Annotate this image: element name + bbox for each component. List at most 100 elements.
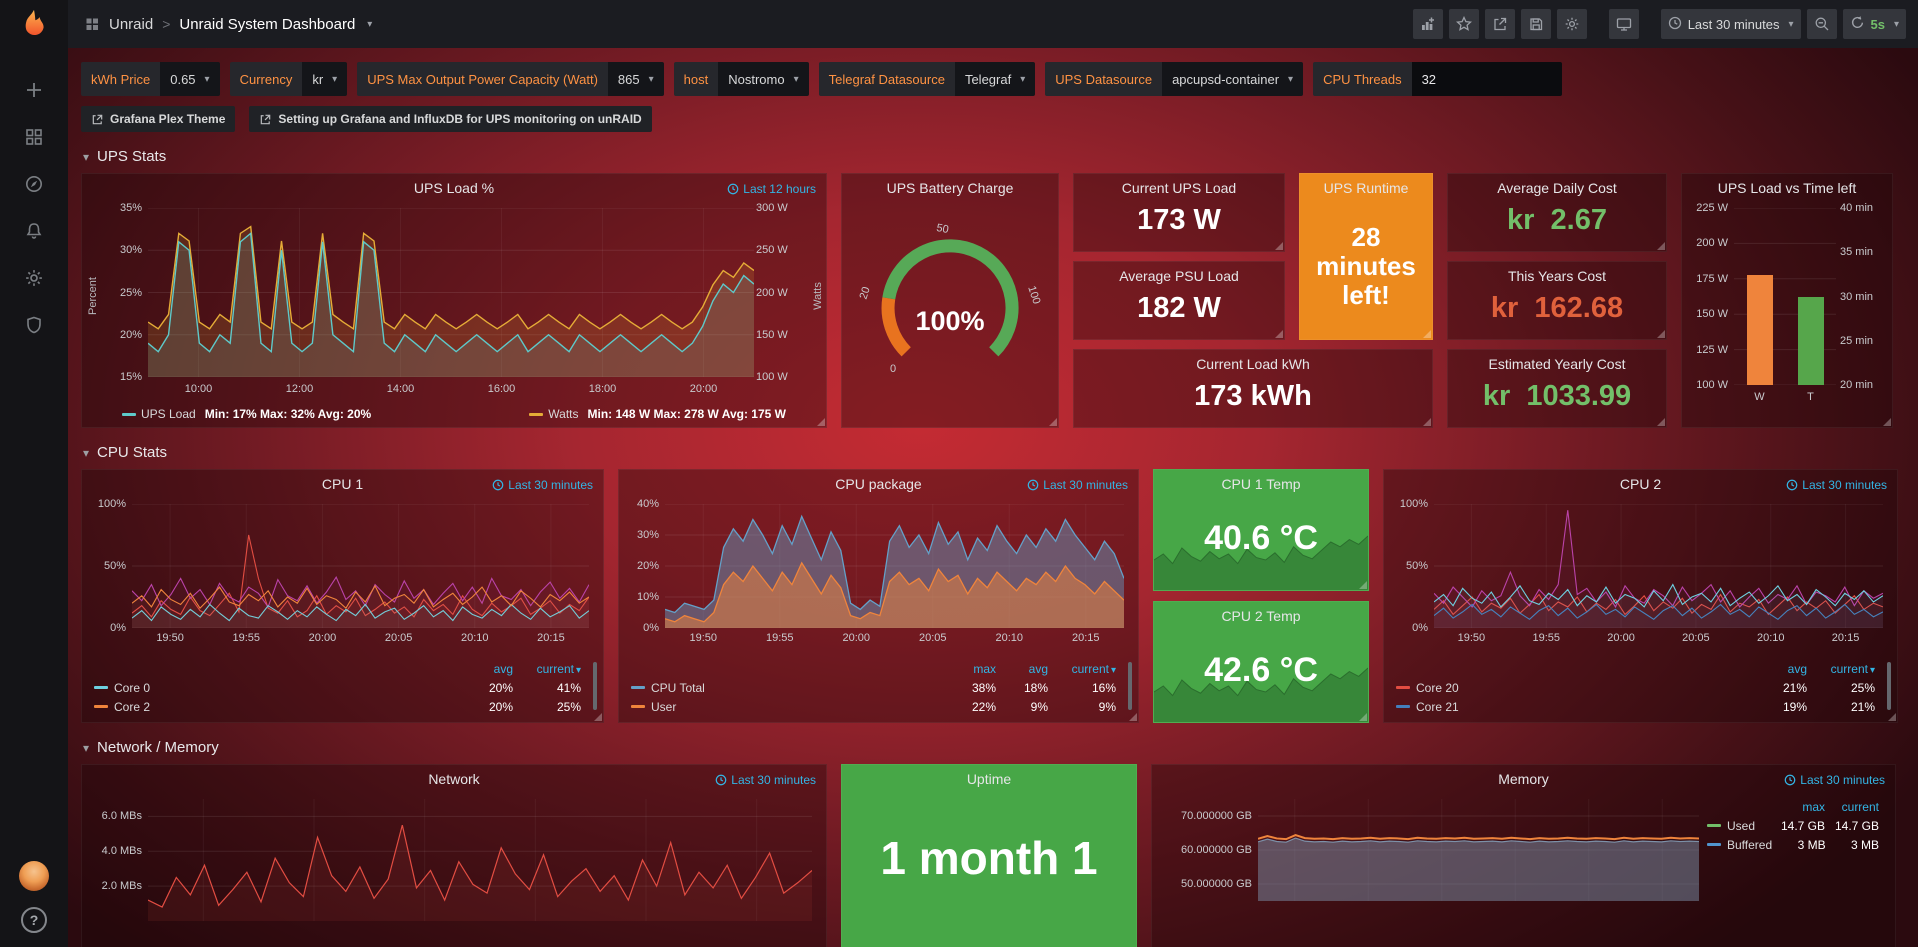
- variable-ups-max-output[interactable]: UPS Max Output Power Capacity (Watt) 865…: [357, 62, 664, 96]
- panel-title[interactable]: CPU 2: [1619, 476, 1662, 492]
- time-series-chart[interactable]: [132, 504, 589, 628]
- panel-resize-handle[interactable]: [1657, 242, 1665, 250]
- panel-title[interactable]: CPU package: [835, 476, 922, 492]
- variable-kwh-price[interactable]: kWh Price 0.65 ▾: [81, 62, 220, 96]
- legend-scrollbar[interactable]: [1887, 662, 1891, 710]
- panel-resize-handle[interactable]: [1888, 713, 1896, 721]
- time-series-chart[interactable]: [148, 799, 812, 921]
- breadcrumb-folder[interactable]: Unraid: [109, 15, 154, 33]
- panel-title[interactable]: UPS Load vs Time left: [1717, 180, 1857, 196]
- legend-header[interactable]: current: [1841, 799, 1879, 814]
- legend-series[interactable]: Core 20: [1416, 680, 1459, 695]
- panel-title[interactable]: CPU 1 Temp: [1221, 476, 1301, 492]
- variable-value-dropdown[interactable]: apcupsd-container ▾: [1162, 62, 1304, 96]
- time-series-chart[interactable]: [1434, 504, 1883, 628]
- legend-header[interactable]: avg: [1787, 661, 1807, 676]
- panel-resize-handle[interactable]: [1359, 581, 1367, 589]
- panel-title[interactable]: Estimated Yearly Cost: [1488, 356, 1626, 372]
- legend-series[interactable]: User: [651, 699, 677, 714]
- panel-title[interactable]: UPS Battery Charge: [886, 180, 1014, 196]
- panel-title[interactable]: This Years Cost: [1507, 268, 1607, 284]
- sidebar-item-explore[interactable]: [24, 174, 44, 194]
- bar-watts[interactable]: [1746, 274, 1773, 385]
- section-header-ups-stats[interactable]: ▾ UPS Stats: [83, 148, 1905, 165]
- legend-series[interactable]: Used: [1727, 818, 1756, 833]
- legend-series[interactable]: CPU Total: [651, 680, 705, 695]
- panel-title[interactable]: CPU 2 Temp: [1221, 608, 1301, 624]
- sidebar-item-configuration[interactable]: [24, 268, 44, 288]
- time-range-picker[interactable]: Last 30 minutes ▾: [1660, 9, 1801, 39]
- panel-title[interactable]: Network: [428, 771, 480, 787]
- share-button[interactable]: [1484, 9, 1515, 39]
- legend-series[interactable]: Watts: [548, 407, 579, 421]
- variable-telegraf-datasource[interactable]: Telegraf Datasource Telegraf ▾: [818, 62, 1036, 96]
- legend-header[interactable]: max: [973, 661, 996, 676]
- panel-title[interactable]: CPU 1: [321, 476, 364, 492]
- dashboard-link-ups-guide[interactable]: Setting up Grafana and InfluxDB for UPS …: [249, 106, 652, 132]
- panel-resize-handle[interactable]: [1049, 418, 1057, 426]
- cycle-view-button[interactable]: [1608, 9, 1639, 39]
- legend-series[interactable]: Core 0: [114, 680, 151, 695]
- variable-value-dropdown[interactable]: 0.65 ▾: [160, 62, 220, 96]
- legend-scrollbar[interactable]: [593, 662, 597, 710]
- sidebar-item-alerting[interactable]: [24, 221, 44, 241]
- save-button[interactable]: [1520, 9, 1551, 39]
- cpu-threads-input[interactable]: [1411, 62, 1562, 96]
- legend-header-sort[interactable]: current ▾: [1830, 661, 1875, 676]
- legend-header-sort[interactable]: current ▾: [536, 661, 581, 676]
- settings-button[interactable]: [1556, 9, 1587, 39]
- panel-resize-handle[interactable]: [1423, 330, 1431, 338]
- variable-ups-datasource[interactable]: UPS Datasource apcupsd-container ▾: [1045, 62, 1304, 96]
- time-series-chart[interactable]: [665, 504, 1124, 628]
- legend-scrollbar[interactable]: [1128, 662, 1132, 710]
- panel-resize-handle[interactable]: [1275, 242, 1283, 250]
- panel-resize-handle[interactable]: [1129, 713, 1137, 721]
- legend-header[interactable]: max: [1802, 799, 1825, 814]
- variable-host[interactable]: host Nostromo ▾: [673, 62, 809, 96]
- help-button[interactable]: ?: [21, 907, 47, 933]
- dashboard-link-plex-theme[interactable]: Grafana Plex Theme: [81, 106, 236, 132]
- panel-resize-handle[interactable]: [594, 713, 602, 721]
- legend-series[interactable]: UPS Load: [141, 407, 196, 421]
- dashboard-title[interactable]: Unraid System Dashboard: [179, 15, 356, 33]
- sidebar-item-create[interactable]: [24, 80, 44, 100]
- refresh-interval[interactable]: 5s: [1870, 16, 1885, 32]
- panel-title[interactable]: UPS Runtime: [1323, 180, 1409, 196]
- zoom-out-button[interactable]: [1806, 9, 1837, 39]
- bar-chart[interactable]: [1734, 208, 1836, 385]
- star-button[interactable]: [1448, 9, 1479, 39]
- panel-resize-handle[interactable]: [1359, 713, 1367, 721]
- section-header-cpu-stats[interactable]: ▾ CPU Stats: [83, 444, 1905, 461]
- time-series-chart[interactable]: [1258, 799, 1699, 901]
- legend-series[interactable]: Core 2: [114, 699, 151, 714]
- panel-resize-handle[interactable]: [1657, 418, 1665, 426]
- grafana-logo[interactable]: [15, 8, 53, 42]
- sidebar-item-dashboards[interactable]: [24, 127, 44, 147]
- refresh-button[interactable]: 5s ▾: [1842, 9, 1906, 39]
- legend-header-sort[interactable]: current ▾: [1071, 661, 1116, 676]
- panel-title[interactable]: Current UPS Load: [1121, 180, 1237, 196]
- variable-cpu-threads[interactable]: CPU Threads: [1313, 62, 1562, 96]
- panel-title[interactable]: Current Load kWh: [1196, 356, 1310, 372]
- panel-title[interactable]: Average PSU Load: [1119, 268, 1239, 284]
- variable-currency[interactable]: Currency kr ▾: [229, 62, 348, 96]
- panel-resize-handle[interactable]: [1275, 330, 1283, 338]
- chevron-down-icon[interactable]: ▾: [367, 18, 373, 30]
- variable-value-dropdown[interactable]: kr ▾: [302, 62, 348, 96]
- panel-resize-handle[interactable]: [1423, 418, 1431, 426]
- bar-time-left[interactable]: [1797, 296, 1824, 385]
- variable-value-dropdown[interactable]: 865 ▾: [607, 62, 664, 96]
- sidebar-item-admin-shield[interactable]: [24, 315, 44, 335]
- panel-title[interactable]: Uptime: [966, 771, 1012, 787]
- panel-title[interactable]: UPS Load %: [413, 180, 495, 196]
- user-avatar[interactable]: [19, 861, 49, 891]
- add-panel-button[interactable]: [1412, 9, 1443, 39]
- variable-value-dropdown[interactable]: Nostromo ▾: [718, 62, 809, 96]
- legend-header[interactable]: avg: [493, 661, 513, 676]
- section-header-network-memory[interactable]: ▾ Network / Memory: [83, 739, 1905, 756]
- legend-series[interactable]: Buffered: [1727, 837, 1773, 852]
- legend-header[interactable]: avg: [1028, 661, 1048, 676]
- panel-resize-handle[interactable]: [817, 418, 825, 426]
- panel-resize-handle[interactable]: [1657, 330, 1665, 338]
- time-series-chart[interactable]: [148, 208, 754, 377]
